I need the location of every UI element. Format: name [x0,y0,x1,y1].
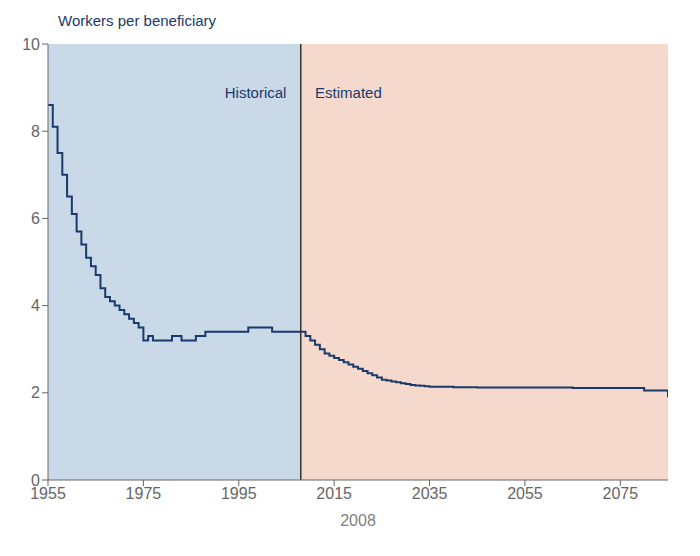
svg-text:6: 6 [31,210,40,227]
svg-text:2055: 2055 [507,485,543,502]
html-text:Workers per beneficiary: Workers per beneficiary [58,12,217,29]
svg-text:Historical: Historical [225,84,287,101]
svg-text:10: 10 [22,36,40,53]
svg-text:2: 2 [31,384,40,401]
svg-text:2075: 2075 [603,485,639,502]
svg-text:Estimated: Estimated [315,84,382,101]
svg-text:2035: 2035 [412,485,448,502]
svg-text:1975: 1975 [126,485,162,502]
svg-text:8: 8 [31,123,40,140]
svg-text:1955: 1955 [30,485,66,503]
svg-text:0: 0 [31,472,40,489]
svg-text:2008: 2008 [340,512,376,529]
svg-text:1995: 1995 [221,485,257,502]
svg-text:4: 4 [31,297,40,314]
svg-text:2015: 2015 [316,485,352,502]
